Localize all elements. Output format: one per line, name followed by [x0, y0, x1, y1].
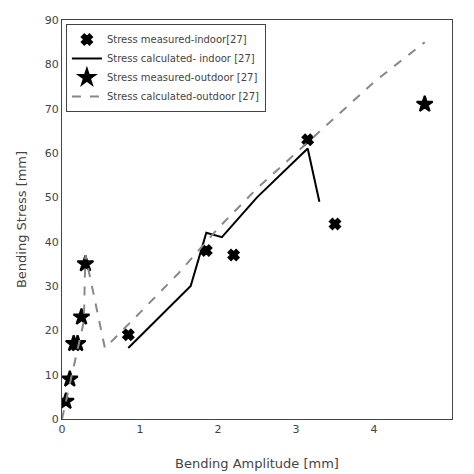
svg-text:70: 70: [45, 103, 59, 116]
svg-text:30: 30: [45, 280, 59, 293]
svg-text:50: 50: [45, 191, 59, 204]
svg-text:80: 80: [45, 58, 59, 71]
svg-text:Bending Amplitude [mm]: Bending Amplitude [mm]: [175, 456, 339, 471]
svg-text:Stress measured-indoor[27]: Stress measured-indoor[27]: [107, 34, 247, 45]
svg-text:3: 3: [293, 423, 300, 436]
svg-text:Stress measured-outdoor [27]: Stress measured-outdoor [27]: [107, 72, 258, 83]
svg-text:4: 4: [371, 423, 378, 436]
svg-text:40: 40: [45, 236, 59, 249]
svg-text:90: 90: [45, 14, 59, 27]
svg-text:60: 60: [45, 147, 59, 160]
svg-text:Stress calculated- indoor [27]: Stress calculated- indoor [27]: [107, 53, 255, 64]
svg-text:1: 1: [137, 423, 144, 436]
svg-text:0: 0: [52, 413, 59, 426]
svg-text:Stress calculated-outdoor [27]: Stress calculated-outdoor [27]: [107, 91, 259, 102]
svg-text:Bending Stress [mm]: Bending Stress [mm]: [14, 151, 29, 288]
svg-text:2: 2: [215, 423, 222, 436]
svg-text:0: 0: [59, 423, 66, 436]
svg-text:10: 10: [45, 369, 59, 382]
svg-text:20: 20: [45, 324, 59, 337]
